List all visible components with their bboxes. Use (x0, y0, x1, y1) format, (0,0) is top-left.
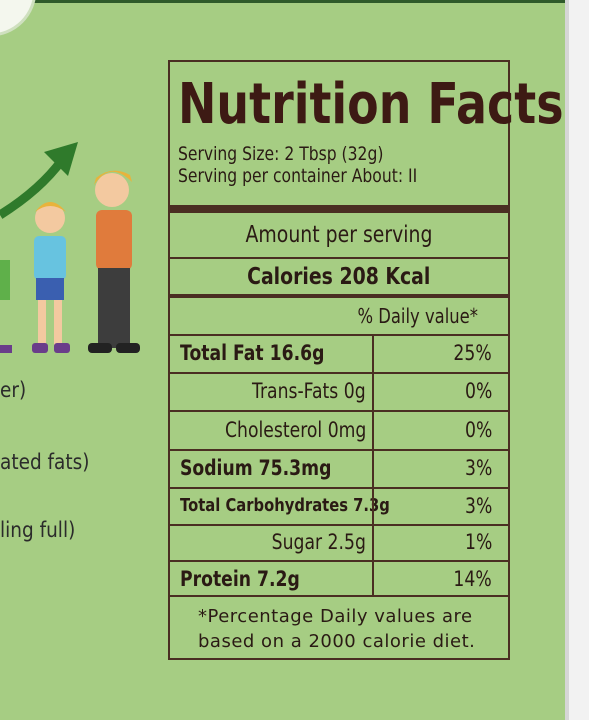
rule (170, 560, 508, 562)
rule (170, 595, 508, 597)
rule (170, 449, 508, 451)
nutrient-name-text: Sugar 2.5g (271, 530, 366, 554)
nutrient-name: Sodium 75.3mg (180, 449, 370, 487)
rule (170, 257, 508, 259)
daily-percent: 0% (374, 372, 492, 410)
footnote-line: *Percentage Daily values are (198, 605, 473, 627)
amount-header: Amount per serving (245, 222, 433, 248)
nutrient-name-text: Total Fat 16.6g (180, 341, 325, 365)
side-text: ling full) (0, 518, 76, 542)
rule (170, 334, 508, 336)
nutrition-label: Nutrition Facts Serving Size: 2 Tbsp (32… (168, 60, 564, 660)
side-text: er) (0, 378, 27, 402)
rule (170, 410, 508, 412)
serving-size: Serving Size: 2 Tbsp (32g) (178, 143, 384, 165)
nutrient-name: Total Carbohydrates 7.3g (180, 487, 390, 524)
daily-percent: 14% (374, 560, 492, 597)
calories: Calories 208 Kcal (247, 264, 431, 290)
daily-percent-text: 1% (464, 530, 492, 554)
rule (170, 372, 508, 374)
servings: Serving per container About: II (178, 165, 418, 187)
illustration (0, 0, 140, 353)
daily-percent: 3% (374, 449, 492, 487)
daily-percent-text: 0% (464, 379, 492, 403)
daily-value-header: % Daily value* (357, 304, 478, 328)
nutrient-name-text: Cholesterol 0mg (224, 417, 366, 442)
rule (170, 524, 508, 526)
rule (170, 487, 508, 489)
nutrient-name: Cholesterol 0mg (170, 410, 366, 449)
daily-percent: 0% (374, 410, 492, 449)
daily-percent: 25% (374, 334, 492, 372)
nutrient-name: Sugar 2.5g (170, 524, 366, 560)
daily-percent-text: 3% (464, 456, 492, 480)
nutrient-name-text: Total Carbohydrates 7.3g (180, 495, 390, 516)
daily-percent: 1% (374, 524, 492, 560)
footnote-line: based on a 2000 calorie diet. (198, 630, 476, 652)
nutrient-name-text: Sodium 75.3mg (180, 456, 332, 480)
rule (170, 294, 508, 298)
nutrient-name: Total Fat 16.6g (180, 334, 370, 372)
column-divider (372, 334, 374, 595)
nutrient-name-text: Protein 7.2g (180, 566, 300, 591)
daily-percent-text: 25% (453, 341, 492, 365)
daily-percent: 3% (374, 487, 492, 524)
nutrient-name-text: Trans-Fats 0g (252, 379, 366, 403)
daily-percent-text: 3% (464, 493, 492, 518)
top-bar (0, 0, 565, 3)
rule (170, 205, 508, 213)
daily-percent-text: 0% (464, 417, 492, 442)
edge (565, 0, 589, 720)
nutrient-name: Trans-Fats 0g (170, 372, 366, 410)
daily-percent-text: 14% (453, 566, 492, 591)
side-text: ated fats) (0, 450, 90, 474)
nutrient-name: Protein 7.2g (180, 560, 370, 597)
label-title: Nutrition Facts (178, 71, 564, 137)
